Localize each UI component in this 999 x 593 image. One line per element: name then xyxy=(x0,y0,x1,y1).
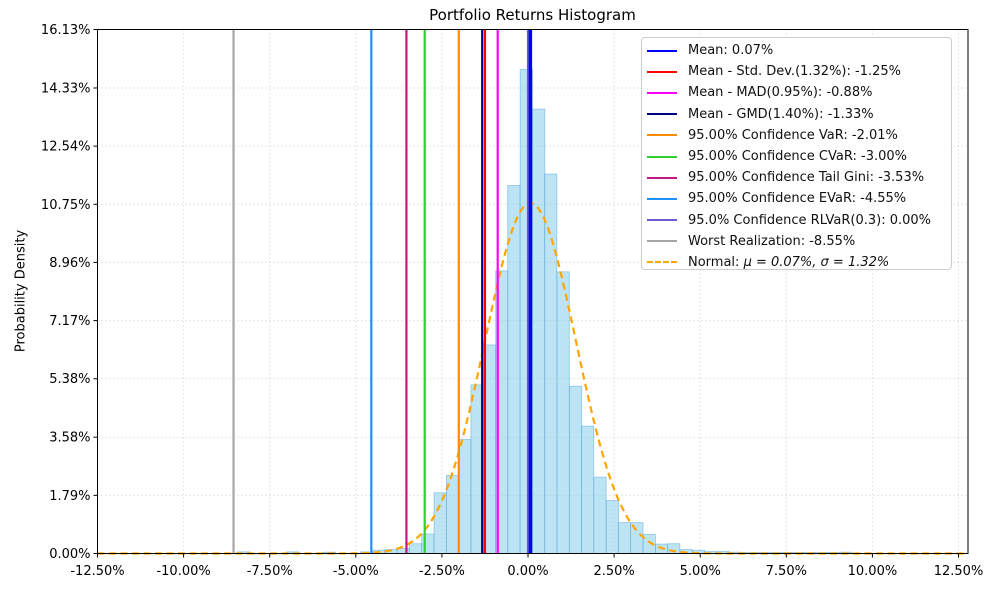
y-tick-label: 5.38% xyxy=(49,372,90,387)
legend-swatch-mean xyxy=(647,49,677,52)
legend-item-mean-mad: Mean - MAD(0.95%): -0.88% xyxy=(647,82,951,103)
legend-label-normal: Normal: μ = 0.07%, σ = 1.32% xyxy=(688,254,890,270)
y-tick-label: 0.00% xyxy=(49,547,90,562)
legend-swatch-tail-gini xyxy=(647,176,677,179)
y-tick-label: 7.17% xyxy=(49,314,90,329)
x-tick-label: -2.50% xyxy=(419,564,465,579)
x-tick-label: 12.50% xyxy=(934,564,984,579)
y-tick-label: 16.13% xyxy=(41,23,91,38)
legend-item-worst-realization: Worst Realization: -8.55% xyxy=(647,231,951,252)
legend-label-var: 95.00% Confidence VaR: -2.01% xyxy=(688,127,898,143)
legend-label-worst-realization: Worst Realization: -8.55% xyxy=(688,233,856,249)
legend-item-tail-gini: 95.00% Confidence Tail Gini: -3.53% xyxy=(647,167,951,188)
legend-label-rlvar: 95.0% Confidence RLVaR(0.3): 0.00% xyxy=(688,212,932,228)
x-tick-label: -5.00% xyxy=(333,564,379,579)
histogram-bar xyxy=(409,543,423,554)
legend: Mean: 0.07% Mean - Std. Dev.(1.32%): -1.2… xyxy=(641,37,952,270)
histogram-bar xyxy=(458,439,472,554)
histogram-bar xyxy=(421,533,435,554)
plot-border xyxy=(97,29,969,554)
legend-item-mean-std-dev: Mean - Std. Dev.(1.32%): -1.25% xyxy=(647,61,951,82)
legend-swatch-var xyxy=(647,134,677,137)
x-tick-label: 0.00% xyxy=(507,564,548,579)
legend-swatch-evar xyxy=(647,197,677,200)
histogram-bar xyxy=(617,522,631,554)
x-tick-label: -12.50% xyxy=(70,564,124,579)
histogram-bar xyxy=(581,425,595,554)
legend-label-mean-gmd: Mean - GMD(1.40%): -1.33% xyxy=(688,106,874,122)
legend-label-evar: 95.00% Confidence EVaR: -4.55% xyxy=(688,191,907,207)
histogram-bar xyxy=(396,548,410,554)
histogram-bar xyxy=(556,271,570,554)
histogram-bar xyxy=(605,500,619,554)
histogram-bar xyxy=(568,385,583,554)
legend-swatch-mean-std-dev xyxy=(647,70,677,73)
histogram-bar xyxy=(433,492,447,554)
x-tick-label: 10.00% xyxy=(848,564,898,579)
legend-item-cvar: 95.00% Confidence CVaR: -3.00% xyxy=(647,146,951,167)
x-tick-label: -7.50% xyxy=(247,564,293,579)
legend-item-rlvar: 95.0% Confidence RLVaR(0.3): 0.00% xyxy=(647,210,951,231)
x-tick-label: 7.50% xyxy=(766,564,807,579)
chart-title: Portfolio Returns Histogram xyxy=(429,6,636,24)
histogram-bar xyxy=(532,108,546,554)
y-tick-label: 10.75% xyxy=(41,198,91,213)
y-tick-label: 1.79% xyxy=(49,489,90,504)
legend-item-normal: Normal: μ = 0.07%, σ = 1.32% xyxy=(647,252,951,273)
legend-swatch-rlvar xyxy=(647,219,677,222)
x-tick-label: -10.00% xyxy=(156,564,210,579)
x-tick-label: 5.00% xyxy=(680,564,721,579)
y-tick-label: 8.96% xyxy=(49,256,90,271)
legend-swatch-mean-mad xyxy=(647,91,677,94)
y-tick-label: 14.33% xyxy=(41,81,91,96)
legend-swatch-worst-realization xyxy=(647,240,677,243)
legend-label-mean: Mean: 0.07% xyxy=(688,43,774,59)
legend-label-mean-std-dev: Mean - Std. Dev.(1.32%): -1.25% xyxy=(688,64,902,80)
legend-swatch-normal xyxy=(647,261,677,264)
legend-swatch-mean-gmd xyxy=(647,113,677,116)
x-tick-label: 2.50% xyxy=(593,564,634,579)
legend-item-mean: Mean: 0.07% xyxy=(647,40,951,61)
legend-item-mean-gmd: Mean - GMD(1.40%): -1.33% xyxy=(647,104,951,125)
legend-label-mean-mad: Mean - MAD(0.95%): -0.88% xyxy=(688,85,873,101)
legend-item-var: 95.00% Confidence VaR: -2.01% xyxy=(647,125,951,146)
histogram-bar xyxy=(544,173,558,554)
histogram-bar xyxy=(630,522,644,554)
histogram-bar xyxy=(593,476,607,554)
y-tick-label: 3.58% xyxy=(49,431,90,446)
y-tick-label: 12.54% xyxy=(41,140,91,155)
legend-swatch-cvar xyxy=(647,155,677,158)
legend-item-evar: 95.00% Confidence EVaR: -4.55% xyxy=(647,188,951,209)
legend-label-tail-gini: 95.00% Confidence Tail Gini: -3.53% xyxy=(688,170,925,186)
legend-label-cvar: 95.00% Confidence CVaR: -3.00% xyxy=(688,149,907,165)
